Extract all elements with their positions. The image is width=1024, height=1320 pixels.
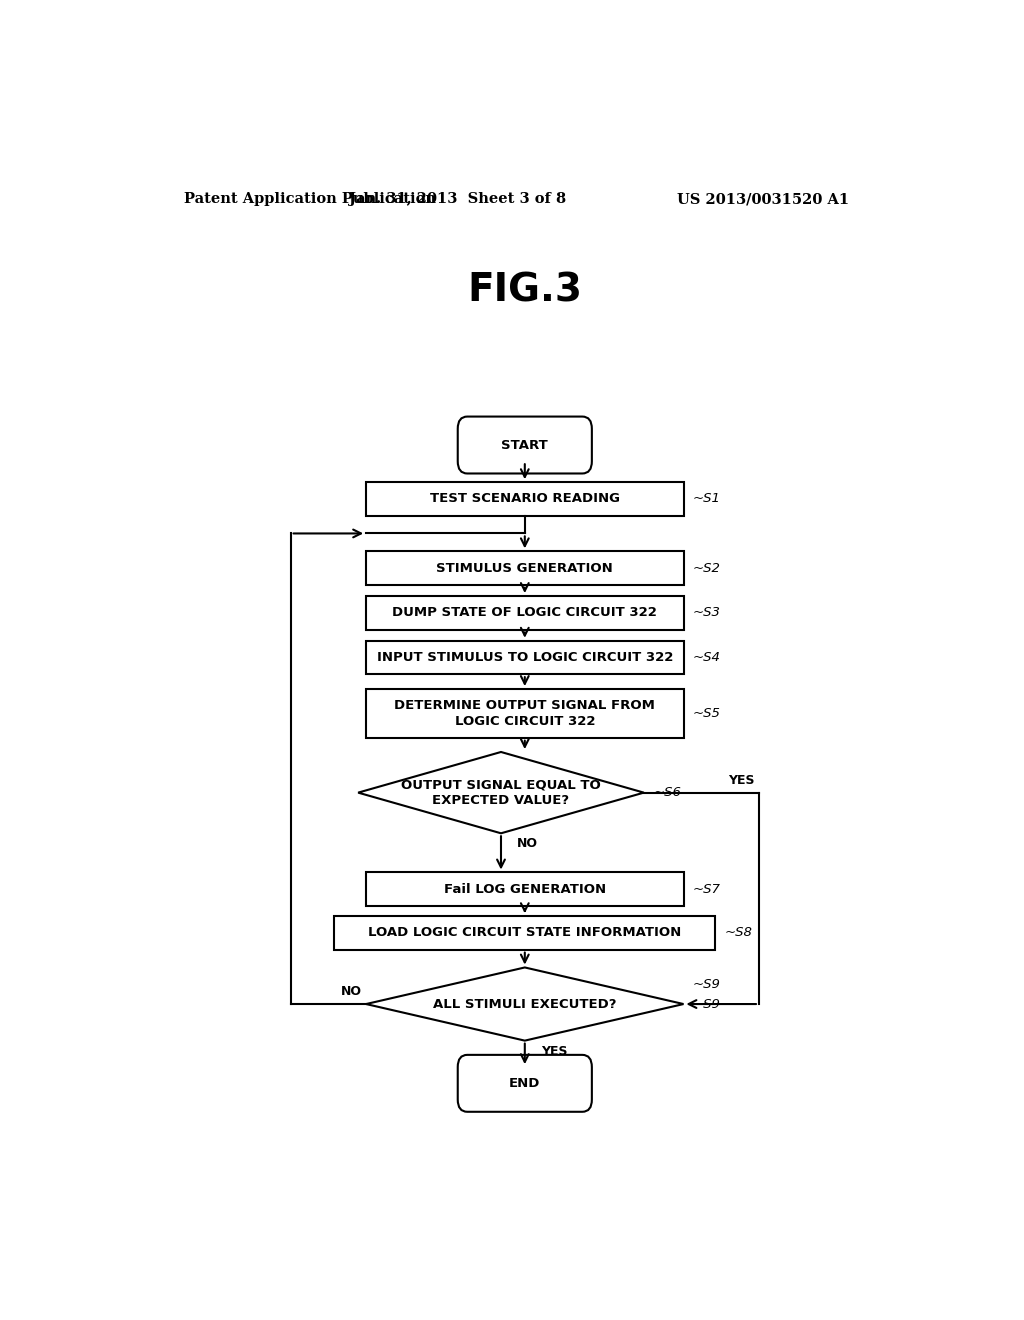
Text: OUTPUT SIGNAL EQUAL TO
EXPECTED VALUE?: OUTPUT SIGNAL EQUAL TO EXPECTED VALUE? (401, 777, 601, 807)
Text: ~S1: ~S1 (693, 492, 721, 506)
Text: Patent Application Publication: Patent Application Publication (183, 191, 435, 206)
Bar (367, 552, 684, 585)
Text: ~S7: ~S7 (693, 883, 721, 896)
Text: Fail LOG GENERATION: Fail LOG GENERATION (443, 883, 606, 896)
Text: ~S8: ~S8 (725, 927, 753, 940)
Text: DUMP STATE OF LOGIC CIRCUIT 322: DUMP STATE OF LOGIC CIRCUIT 322 (392, 606, 657, 619)
Text: DETERMINE OUTPUT SIGNAL FROM
LOGIC CIRCUIT 322: DETERMINE OUTPUT SIGNAL FROM LOGIC CIRCU… (394, 698, 655, 727)
Text: ~S2: ~S2 (693, 561, 721, 574)
Text: NO: NO (341, 985, 362, 998)
Text: NO: NO (517, 837, 538, 850)
FancyBboxPatch shape (458, 417, 592, 474)
Text: ~S6: ~S6 (653, 787, 681, 799)
Bar (367, 689, 684, 738)
Text: YES: YES (541, 1044, 567, 1057)
Text: TEST SCENARIO READING: TEST SCENARIO READING (430, 492, 620, 506)
Text: END: END (509, 1077, 541, 1090)
Text: Jan. 31, 2013  Sheet 3 of 8: Jan. 31, 2013 Sheet 3 of 8 (349, 191, 566, 206)
Text: ~S4: ~S4 (693, 651, 721, 664)
Text: FIG.3: FIG.3 (467, 272, 583, 309)
FancyBboxPatch shape (458, 1055, 592, 1111)
Text: ALL STIMULI EXECUTED?: ALL STIMULI EXECUTED? (433, 998, 616, 1011)
Bar (367, 873, 684, 906)
Text: STIMULUS GENERATION: STIMULUS GENERATION (436, 561, 613, 574)
Text: ~S5: ~S5 (693, 706, 721, 719)
Polygon shape (367, 968, 684, 1040)
Text: YES: YES (728, 774, 755, 787)
Text: ~S9: ~S9 (693, 998, 721, 1011)
Bar (367, 482, 684, 516)
Text: INPUT STIMULUS TO LOGIC CIRCUIT 322: INPUT STIMULUS TO LOGIC CIRCUIT 322 (377, 651, 673, 664)
Bar (334, 916, 715, 949)
Text: ~S9: ~S9 (693, 978, 721, 990)
Text: US 2013/0031520 A1: US 2013/0031520 A1 (677, 191, 849, 206)
Bar (367, 640, 684, 675)
Text: ~S3: ~S3 (693, 606, 721, 619)
Polygon shape (358, 752, 644, 833)
Text: LOAD LOGIC CIRCUIT STATE INFORMATION: LOAD LOGIC CIRCUIT STATE INFORMATION (369, 927, 681, 940)
Bar (367, 595, 684, 630)
Text: START: START (502, 438, 548, 451)
